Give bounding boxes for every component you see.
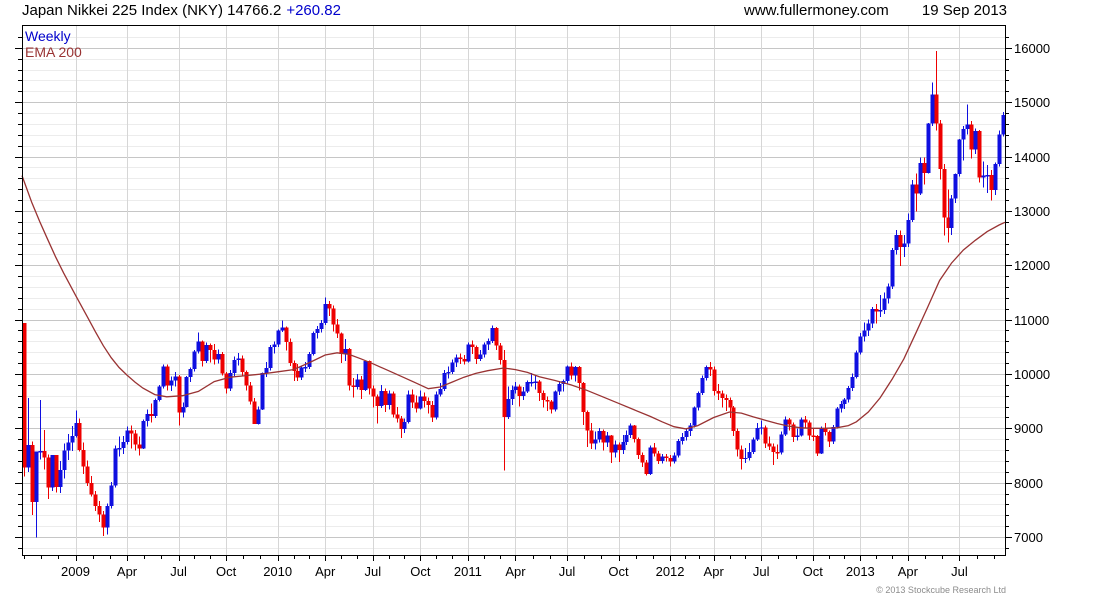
svg-text:Jul: Jul [559,564,576,579]
copyright-label: © 2013 Stockcube Research Ltd [876,585,1006,595]
svg-text:10000: 10000 [1014,367,1050,382]
svg-text:Jul: Jul [951,564,968,579]
svg-text:Oct: Oct [216,564,237,579]
svg-text:16000: 16000 [1014,41,1050,56]
svg-text:8000: 8000 [1014,476,1043,491]
svg-text:7000: 7000 [1014,530,1043,545]
svg-text:Jul: Jul [170,564,187,579]
svg-text:14000: 14000 [1014,150,1050,165]
svg-text:Apr: Apr [704,564,725,579]
svg-text:Oct: Oct [608,564,629,579]
svg-text:11000: 11000 [1014,313,1049,328]
svg-text:12000: 12000 [1014,258,1050,273]
legend-ema-label: EMA 200 [25,44,82,60]
svg-text:2012: 2012 [656,564,685,579]
svg-text:Apr: Apr [505,564,526,579]
chart-title-text: Japan Nikkei 225 Index (NKY) 14766.2 [22,2,282,19]
chart-title: Japan Nikkei 225 Index (NKY) 14766.2 +260… [22,2,341,19]
svg-text:2011: 2011 [454,564,482,579]
svg-text:Oct: Oct [410,564,431,579]
svg-text:2013: 2013 [846,564,875,579]
svg-text:9000: 9000 [1014,421,1043,436]
svg-text:Jul: Jul [753,564,770,579]
website-link[interactable]: www.fullermoney.com [744,2,889,19]
svg-text:2009: 2009 [61,564,90,579]
svg-text:Apr: Apr [117,564,138,579]
svg-text:13000: 13000 [1014,204,1050,219]
svg-text:Apr: Apr [315,564,336,579]
date-label: 19 Sep 2013 [921,2,1007,19]
chart-title-change: +260.82 [286,2,341,19]
legend-weekly-label: Weekly [25,28,71,44]
svg-text:15000: 15000 [1014,95,1050,110]
svg-text:Jul: Jul [364,564,381,579]
svg-text:Apr: Apr [898,564,919,579]
svg-text:2010: 2010 [263,564,292,579]
svg-text:Oct: Oct [803,564,824,579]
